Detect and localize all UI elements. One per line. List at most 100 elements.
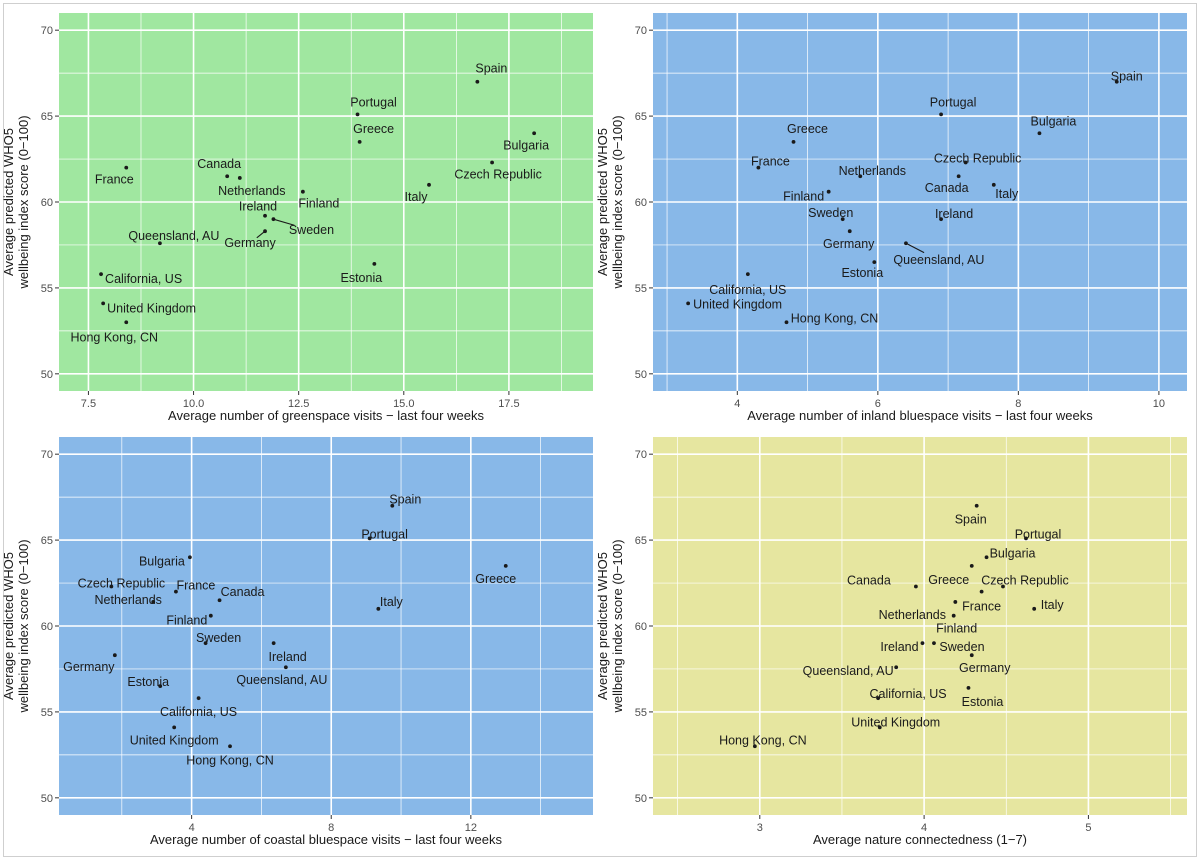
panel-greenspace: 7.5 10.0 12.5 15.0 17.5 50 55 60 65 70 Average num…	[1, 13, 593, 423]
point-label: Canada	[847, 573, 891, 587]
data-point	[872, 260, 877, 265]
point-label: Italy	[405, 190, 429, 204]
data-point	[904, 241, 908, 246]
y-tick-label: 60	[41, 621, 53, 633]
point-label: Ireland	[269, 650, 307, 664]
point-label: Germany	[823, 237, 875, 251]
y-axis-label-line: wellbeing index score (0−100)	[16, 115, 31, 289]
x-axis-label: Average number of greenspace visits − la…	[168, 408, 484, 423]
point-label: Portugal	[1015, 527, 1062, 541]
y-tick-label: 50	[635, 793, 647, 805]
y-axis-label: Average predicted WHO5wellbeing index sc…	[1, 539, 31, 713]
x-tick-label: 12.5	[288, 398, 309, 410]
data-point	[784, 320, 789, 325]
y-tick-label: 60	[635, 197, 647, 209]
point-label: Spain	[955, 513, 987, 527]
point-label: Sweden	[289, 223, 334, 237]
y-tick-label: 70	[635, 25, 647, 37]
point-label: Bulgaria	[503, 138, 549, 152]
point-label: Spain	[1111, 70, 1143, 84]
x-tick-label: 8	[328, 822, 334, 834]
point-label: France	[962, 600, 1001, 614]
point-label: Estonia	[962, 695, 1004, 709]
data-point	[984, 555, 989, 560]
point-label: Ireland	[935, 207, 973, 221]
y-tick-label: 55	[635, 283, 647, 295]
y-tick-label: 70	[41, 25, 53, 37]
point-label: France	[95, 173, 134, 187]
point-label: Italy	[995, 187, 1019, 201]
data-point	[876, 696, 881, 701]
point-label: Netherlands	[218, 184, 285, 198]
data-point	[1114, 79, 1119, 84]
data-point	[532, 131, 537, 136]
x-tick-label: 4	[189, 822, 195, 834]
data-point	[969, 563, 974, 568]
point-label: Greece	[787, 122, 828, 136]
y-tick-label: 65	[41, 111, 53, 123]
data-point	[174, 589, 178, 594]
point-label: Queensland, AU	[893, 253, 984, 267]
data-point	[225, 174, 230, 179]
point-label: Netherlands	[95, 593, 162, 607]
data-point	[913, 584, 918, 589]
y-tick-label: 50	[635, 369, 647, 381]
y-tick-label: 65	[41, 535, 53, 547]
data-point	[951, 613, 956, 618]
data-point	[172, 725, 177, 730]
y-axis-label-line: Average predicted WHO5	[595, 128, 610, 276]
y-tick-label: 55	[635, 707, 647, 719]
y-axis-label-line: wellbeing index score (0−100)	[610, 115, 625, 289]
y-axis-label-line: Average predicted WHO5	[595, 552, 610, 700]
x-tick-label: 15.0	[393, 398, 414, 410]
point-label: Sweden	[939, 640, 984, 654]
y-tick-label: 65	[635, 535, 647, 547]
data-point	[187, 555, 192, 560]
y-tick-label: 50	[41, 793, 53, 805]
point-label: California, US	[870, 687, 947, 701]
data-point	[237, 176, 242, 180]
point-label: Bulgaria	[1031, 114, 1077, 128]
data-point	[840, 217, 845, 222]
point-label: Spain	[389, 493, 421, 507]
point-label: California, US	[709, 283, 786, 297]
point-label: Finland	[936, 622, 977, 636]
data-point	[932, 641, 936, 646]
x-axis-label: Average number of inland bluespace visit…	[747, 408, 1093, 423]
point-label: Germany	[63, 660, 115, 674]
point-label: Finland	[166, 614, 207, 628]
data-point	[263, 229, 267, 234]
data-point	[974, 503, 979, 508]
x-tick-label: 5	[1085, 822, 1091, 834]
data-point	[271, 641, 276, 646]
point-label: United Kingdom	[130, 733, 219, 747]
data-point	[1032, 606, 1037, 611]
data-point	[979, 589, 984, 594]
data-point	[956, 174, 961, 179]
y-axis-label: Average predicted WHO5wellbeing index sc…	[1, 115, 31, 289]
point-label: Portugal	[930, 95, 977, 109]
point-label: Italy	[1041, 598, 1065, 612]
point-label: Ireland	[239, 200, 277, 214]
data-point	[966, 685, 971, 690]
point-label: Estonia	[841, 266, 883, 280]
data-point	[791, 139, 796, 144]
point-label: France	[751, 155, 790, 169]
point-label: Sweden	[196, 631, 241, 645]
data-point	[357, 139, 362, 144]
data-point	[826, 189, 831, 194]
point-label: Portugal	[361, 527, 408, 541]
y-axis-label-line: wellbeing index score (0−100)	[610, 539, 625, 713]
data-point	[953, 600, 958, 604]
data-point	[877, 725, 882, 730]
point-label: Canada	[221, 585, 265, 599]
point-label: Sweden	[808, 206, 853, 220]
point-label: United Kingdom	[107, 301, 196, 315]
data-point	[752, 744, 757, 749]
point-label: Portugal	[350, 95, 397, 109]
data-point	[920, 641, 925, 646]
data-point	[109, 584, 114, 589]
point-label: Greece	[475, 572, 516, 586]
figure-border	[3, 3, 1197, 857]
